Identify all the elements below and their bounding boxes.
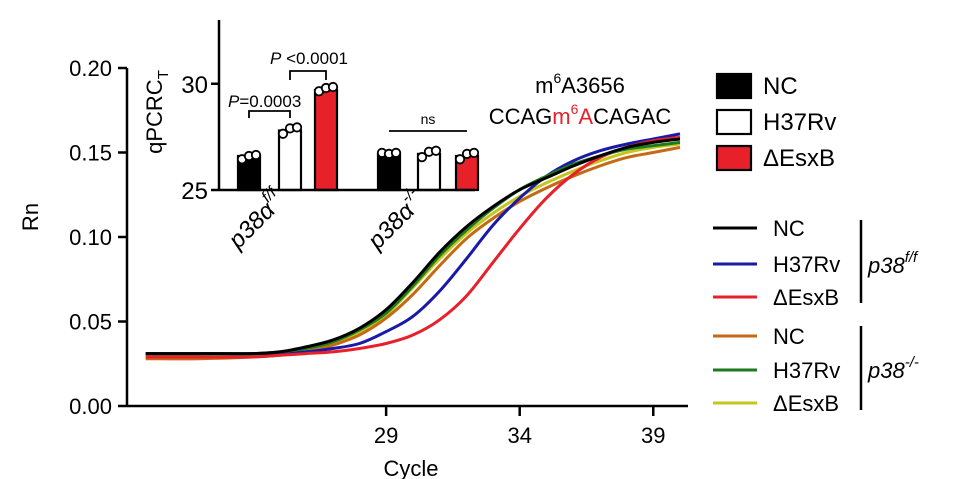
series-line-ko-nc-3	[145, 145, 681, 361]
line-legend-label-1-2: ΔEsxB	[773, 391, 839, 416]
inset-bar-g0-2	[313, 89, 339, 192]
main-y-tick-label-2: 0.10	[69, 225, 112, 250]
inset-point-g0-0-2	[250, 149, 262, 161]
line-legend-label-1-1: H37Rv	[773, 358, 840, 383]
inset-point-g0-2-2	[327, 81, 339, 93]
bar-legend: NC H37Rv ΔEsxB	[715, 72, 836, 172]
main-x-tick-label-2: 39	[641, 423, 665, 448]
inset-point-g1-2-0	[454, 154, 466, 165]
bar-legend-label-2: ΔEsxB	[763, 145, 835, 172]
inset-bar-g1-0	[376, 152, 402, 192]
series-line-ko-esxb-5	[145, 142, 681, 357]
main-x-tick-label-0: 29	[374, 423, 398, 448]
inset-point-g1-2-2	[468, 147, 480, 158]
line-legend-label-0-0: NC	[773, 216, 805, 241]
sig-bracket-2	[289, 70, 327, 80]
inset-chart: 25 30 qPCRCT P=0.0003 P <0.0001 ns p38αf/…	[142, 20, 480, 255]
m6a-sequence: CCAGm6ACAGAC	[489, 101, 672, 129]
inset-group-label-2: p38α-/-	[359, 184, 430, 255]
sig-label-3: ns	[421, 111, 436, 127]
sig-label-2: P <0.0001	[270, 49, 348, 68]
inset-point-g0-1-2	[291, 122, 303, 133]
legend-group-label-ko: p38-/-	[867, 354, 919, 383]
inset-point-g1-1-0	[416, 152, 428, 163]
inset-y-tick-label-0: 25	[181, 178, 208, 205]
series-line-ko-h37rv-4	[145, 140, 681, 356]
inset-y-ticks: 25 30	[181, 72, 219, 205]
inset-point-g1-0-2	[390, 147, 402, 158]
inset-y-label: qPCRCT	[142, 70, 172, 154]
series-line-ff-nc-0	[145, 137, 681, 356]
main-y-ticks: 0.00 0.05 0.10 0.15 0.20	[69, 56, 127, 419]
main-y-tick-label-4: 0.20	[69, 56, 112, 81]
bar-legend-swatch-0	[715, 72, 753, 100]
main-chart: 0.00 0.05 0.10 0.15 0.20 29 34 39 Rn Cycle	[18, 56, 688, 479]
inset-point-g0-1-0	[277, 128, 289, 139]
main-y-tick-label-1: 0.05	[69, 310, 112, 335]
line-legend-label-1-0: NC	[773, 324, 805, 349]
m6a-site-label: m6A3656	[535, 70, 625, 98]
sig-label-1: P=0.0003	[228, 92, 301, 111]
bar-legend-swatch-2	[715, 144, 753, 172]
line-legend-group-brackets: p38f/f p38-/-	[859, 220, 919, 410]
series-line-ff-h37rv-1	[145, 132, 681, 356]
main-y-label: Rn	[18, 203, 43, 231]
line-legend: NC H37Rv ΔEsxB NC H37Rv ΔEsxB	[713, 216, 840, 416]
inset-y-tick-label-1: 30	[181, 72, 208, 99]
main-x-tick-label-1: 34	[507, 423, 531, 448]
amplification-curves	[145, 132, 681, 361]
main-x-ticks: 29 34 39	[374, 406, 666, 448]
line-legend-label-0-2: ΔEsxB	[773, 285, 839, 310]
sig-bracket-1	[248, 110, 291, 118]
series-line-ff-esxb-2	[145, 135, 681, 359]
bar-legend-swatch-1	[715, 108, 753, 136]
inset-bar-g0-1	[277, 129, 303, 192]
inset-group-label-1: p38αf/f	[220, 184, 291, 255]
inset-point-g1-1-2	[430, 145, 442, 156]
main-x-label: Cycle	[383, 456, 438, 479]
main-y-tick-label-3: 0.15	[69, 141, 112, 166]
main-y-tick-label-0: 0.00	[69, 394, 112, 419]
bar-legend-label-1: H37Rv	[763, 109, 836, 136]
m6a-annotation: m6A3656 CCAGm6ACAGAC	[489, 70, 672, 129]
legend-group-label-ff: p38f/f	[867, 249, 919, 278]
bar-legend-label-0: NC	[763, 73, 798, 100]
line-legend-label-0-1: H37Rv	[773, 252, 840, 277]
